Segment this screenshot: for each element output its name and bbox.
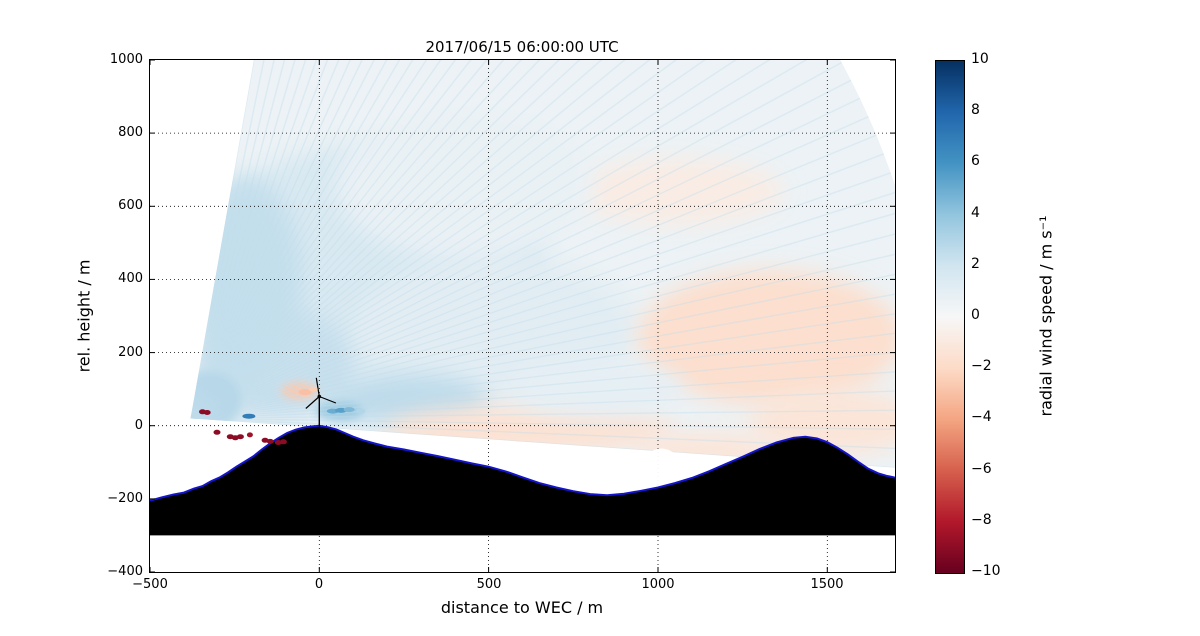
y-tick-label: −400 (107, 564, 143, 579)
colorbar-label: radial wind speed / m s⁻¹ (1036, 215, 1056, 417)
colorbar-tick-label: −2 (971, 358, 992, 374)
scan-plot-svg (150, 60, 895, 572)
y-tick-label: 200 (118, 345, 143, 360)
x-tick-label: 0 (314, 577, 324, 592)
colorbar-tick-label: 10 (971, 51, 989, 67)
y-axis-label: rel. height / m (74, 259, 94, 373)
colorbar-tick-label: −8 (971, 512, 992, 528)
colorbar-tick-label: −10 (971, 563, 1001, 579)
plot-area (149, 59, 896, 573)
plot-title: 2017/06/15 06:00:00 UTC (425, 38, 619, 56)
x-axis-label: distance to WEC / m (440, 598, 604, 617)
colorbar-tick-label: 2 (971, 256, 980, 272)
colorbar-tick-label: −4 (971, 409, 992, 425)
y-tick-label: −200 (107, 491, 143, 506)
x-tick-label: 500 (476, 577, 502, 592)
x-tick-label: −500 (132, 577, 168, 592)
x-tick-label: 1000 (641, 577, 675, 592)
colorbar-tick-label: −6 (971, 461, 992, 477)
colorbar-tick-label: 8 (971, 102, 980, 118)
colorbar-tick-label: 0 (971, 307, 980, 323)
colorbar-tick-label: 6 (971, 153, 980, 169)
x-tick-label: 1500 (810, 577, 844, 592)
colorbar-tick-label: 4 (971, 205, 980, 221)
colorbar (935, 60, 965, 574)
y-tick-label: 400 (118, 271, 143, 286)
y-tick-label: 600 (118, 198, 143, 213)
y-tick-label: 0 (134, 418, 143, 433)
y-tick-label: 1000 (109, 52, 143, 67)
y-tick-label: 800 (118, 125, 143, 140)
